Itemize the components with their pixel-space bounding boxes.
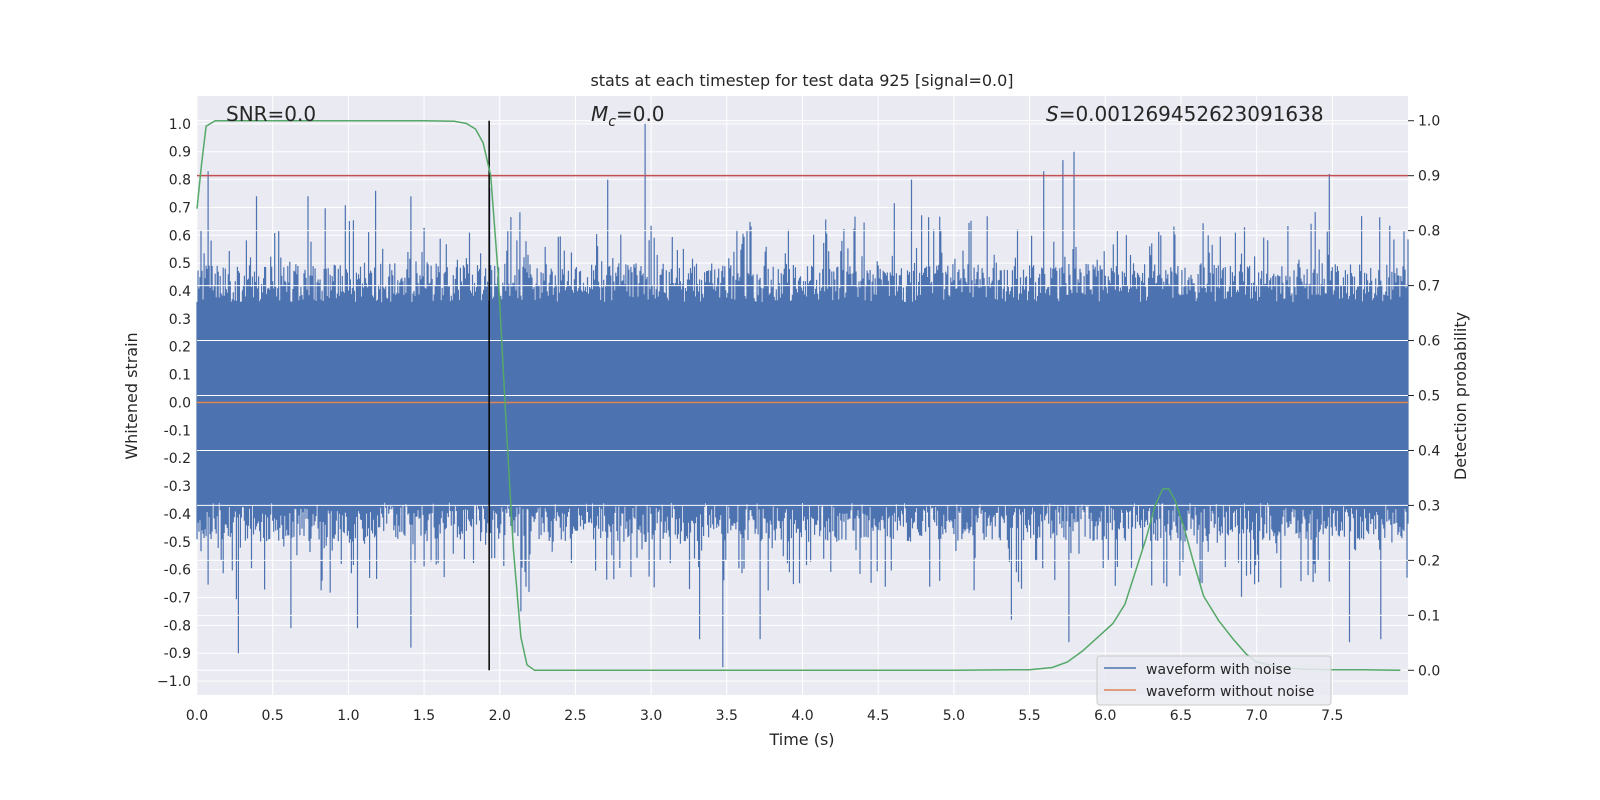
y-tick-label-left: -0.2 (164, 451, 191, 467)
x-axis-label: Time (s) (768, 730, 834, 749)
y-tick-label-left: -0.8 (164, 618, 191, 634)
series-lines (196, 119, 1408, 672)
y-tick-label-left: 0.3 (169, 312, 191, 328)
chart-title: stats at each timestep for test data 925… (590, 71, 1013, 90)
x-tick-label: 1.5 (413, 708, 435, 724)
y-axis-label-left: Whitened strain (122, 332, 141, 459)
x-tick-label: 0.0 (186, 708, 208, 724)
x-tick-label: 1.0 (337, 708, 359, 724)
y-tick-label-left: 0.9 (169, 145, 191, 161)
y-tick-label-left: 0.4 (169, 284, 191, 300)
series-detection-probability (196, 119, 1401, 672)
legend-label-clean: waveform without noise (1146, 684, 1314, 700)
mc-symbol: M (591, 102, 608, 126)
y-axis-label-right: Detection probability (1451, 312, 1470, 480)
y-tick-label-right: 0.0 (1418, 663, 1440, 679)
y-tick-label-left: 0.7 (169, 200, 191, 216)
y-tick-label-right: 0.6 (1418, 334, 1440, 350)
x-tick-label: 0.5 (262, 708, 284, 724)
mc-subscript: c (608, 114, 616, 130)
y-tick-label-right: 0.1 (1418, 608, 1440, 624)
s-symbol: S (1046, 102, 1059, 126)
y-tick-label-left: 0.5 (169, 256, 191, 272)
x-tick-label: 6.5 (1170, 708, 1192, 724)
y-tick-label-left: -0.1 (164, 423, 191, 439)
mc-value: =0.0 (616, 102, 665, 126)
legend: waveform with noise waveform without noi… (1096, 655, 1332, 706)
y-tick-label-left: 1.0 (169, 117, 191, 133)
legend-label-noise: waveform with noise (1146, 662, 1291, 678)
y-tick-label-right: 0.4 (1418, 443, 1440, 459)
y-tick-label-left: 0.2 (169, 340, 191, 356)
x-tick-label: 5.0 (943, 708, 965, 724)
x-tick-label: 7.5 (1321, 708, 1343, 724)
x-tick-label: 7.0 (1245, 708, 1267, 724)
s-value: =0.001269452623091638 (1059, 102, 1324, 126)
y-tick-label-right: 0.3 (1418, 498, 1440, 514)
y-tick-label-left: -0.5 (164, 535, 191, 551)
y-tick-label-right: 0.5 (1418, 389, 1440, 405)
legend-box (1096, 655, 1332, 706)
y-tick-label-left: -0.6 (164, 563, 191, 579)
noise-spikes (196, 123, 1409, 668)
axis-ticks: 0.0 0.5 1.0 1.5 2.0 2.5 3.0 3.5 4.0 4.5 5.0 5.5 6.0 6… (157, 114, 1440, 724)
y-tick-label-left: 0.1 (169, 368, 191, 384)
x-tick-label: 6.0 (1094, 708, 1116, 724)
s-annotation: S=0.001269452623091638 (1046, 102, 1324, 126)
x-tick-label: 3.0 (640, 708, 662, 724)
y-tick-label-left: 0.8 (169, 173, 191, 189)
chirp-mass-annotation: Mc=0.0 (591, 102, 665, 130)
y-tick-label-left: -0.4 (164, 507, 191, 523)
x-tick-label: 4.5 (867, 708, 889, 724)
y-tick-label-left: -0.7 (164, 590, 191, 606)
y-tick-label-left: 0.6 (169, 228, 191, 244)
y-tick-label-right: 0.7 (1418, 279, 1440, 295)
y-tick-label-left: -0.3 (164, 479, 191, 495)
x-tick-label: 3.5 (716, 708, 738, 724)
y-tick-label-right: 0.8 (1418, 224, 1440, 240)
y-tick-label-left: 0.0 (169, 395, 191, 411)
y-tick-label-left: −1.0 (157, 674, 191, 690)
x-tick-label: 4.0 (791, 708, 813, 724)
x-tick-label: 2.5 (564, 708, 586, 724)
x-tick-label: 5.5 (1018, 708, 1040, 724)
y-tick-label-right: 0.9 (1418, 169, 1440, 185)
y-tick-label-left: -0.9 (164, 646, 191, 662)
series-waveform-with-noise (196, 120, 1409, 671)
x-tick-label: 2.0 (489, 708, 511, 724)
snr-annotation: SNR=0.0 (226, 102, 316, 126)
y-tick-label-right: 1.0 (1418, 114, 1440, 130)
y-tick-label-right: 0.2 (1418, 553, 1440, 569)
